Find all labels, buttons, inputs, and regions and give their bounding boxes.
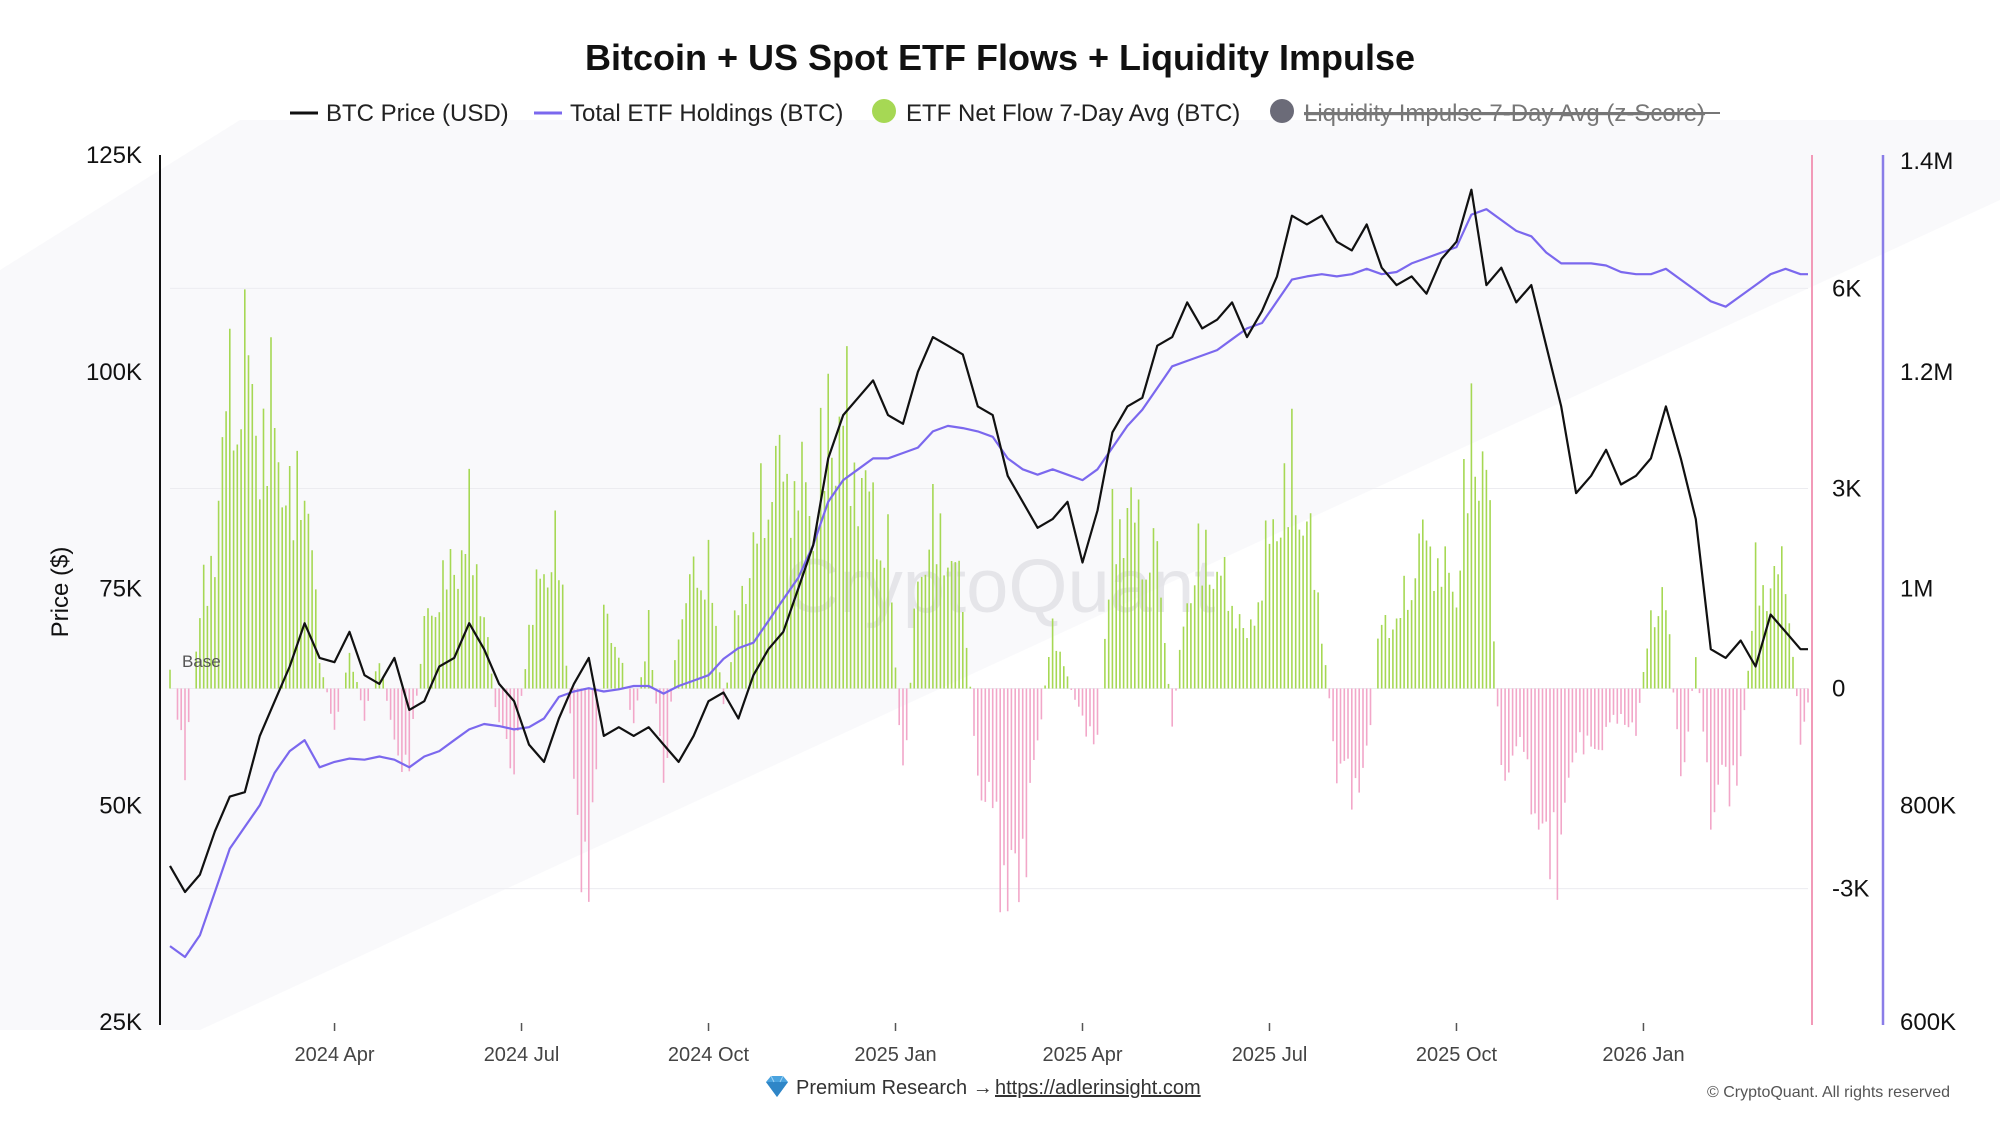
legend-item-etf-holdings[interactable]: Total ETF Holdings (BTC) — [534, 100, 843, 127]
footer-link[interactable]: https://adlerinsight.com — [995, 1077, 1201, 1099]
legend-label-btc-price: BTC Price (USD) — [326, 100, 509, 127]
flow-tick-label: 3K — [1832, 476, 1861, 503]
left-axis-ticks: 25K 50K 75K 100K 125K — [86, 142, 142, 1036]
series-lines — [169, 188, 1808, 959]
x-tick-label: 2024 Apr — [294, 1044, 374, 1066]
btc-price-line — [169, 188, 1808, 894]
etf-net-flow-bars — [169, 289, 1809, 913]
base-label: Base — [182, 652, 221, 671]
watermark: CryptoQuant — [785, 544, 1216, 629]
chart-title: Bitcoin + US Spot ETF Flows + Liquidity … — [585, 37, 1415, 78]
footer: Premium Research → https://adlerinsight.… — [766, 1075, 1950, 1101]
x-tick-label: 2024 Oct — [668, 1044, 750, 1066]
holdings-axis-ticks: 600K 800K 1M 1.2M 1.4M — [1900, 148, 1956, 1036]
legend-item-etf-net-flow[interactable]: ETF Net Flow 7-Day Avg (BTC) — [872, 99, 1240, 127]
x-axis-ticks: 2024 Apr 2024 Jul 2024 Oct 2025 Jan 2025 Apr… — [294, 1023, 1685, 1066]
holdings-tick-label: 1.4M — [1900, 148, 1953, 175]
left-tick-label: 25K — [99, 1009, 142, 1036]
copyright-text: © CryptoQuant. All rights reserved — [1707, 1084, 1950, 1101]
x-tick-label: 2025 Jan — [854, 1044, 936, 1066]
legend-item-liquidity-impulse[interactable]: Liquidity Impulse 7-Day Avg (z-Score) — [1270, 99, 1720, 127]
flow-tick-label: -3K — [1832, 876, 1869, 903]
flow-tick-label: 6K — [1832, 275, 1861, 302]
legend: BTC Price (USD) Total ETF Holdings (BTC)… — [290, 99, 1720, 127]
legend-label-etf-holdings: Total ETF Holdings (BTC) — [570, 100, 843, 127]
legend-label-etf-net-flow: ETF Net Flow 7-Day Avg (BTC) — [906, 100, 1240, 127]
left-tick-label: 125K — [86, 142, 142, 169]
left-tick-label: 75K — [99, 576, 142, 603]
x-tick-label: 2024 Jul — [484, 1044, 560, 1066]
footer-text: Premium Research → — [796, 1077, 993, 1099]
background-band — [0, 120, 2000, 1030]
y-axis-title: Price ($) — [47, 547, 74, 638]
diamond-icon — [766, 1075, 788, 1097]
holdings-tick-label: 600K — [1900, 1009, 1956, 1036]
x-tick-label: 2025 Apr — [1042, 1044, 1122, 1066]
holdings-tick-label: 1.2M — [1900, 359, 1953, 386]
x-tick-label: 2026 Jan — [1602, 1044, 1684, 1066]
legend-item-btc-price[interactable]: BTC Price (USD) — [290, 100, 509, 127]
flow-tick-label: 0 — [1832, 676, 1845, 703]
legend-dot-icon — [872, 99, 896, 123]
left-tick-label: 100K — [86, 359, 142, 386]
left-tick-label: 50K — [99, 792, 142, 819]
x-tick-label: 2025 Oct — [1416, 1044, 1498, 1066]
x-tick-label: 2025 Jul — [1232, 1044, 1308, 1066]
flow-axis-ticks: -3K 0 3K 6K — [1832, 275, 1869, 902]
holdings-tick-label: 800K — [1900, 792, 1956, 819]
etf-holdings-line — [169, 208, 1808, 959]
legend-dot-icon — [1270, 99, 1294, 123]
holdings-tick-label: 1M — [1900, 576, 1933, 603]
